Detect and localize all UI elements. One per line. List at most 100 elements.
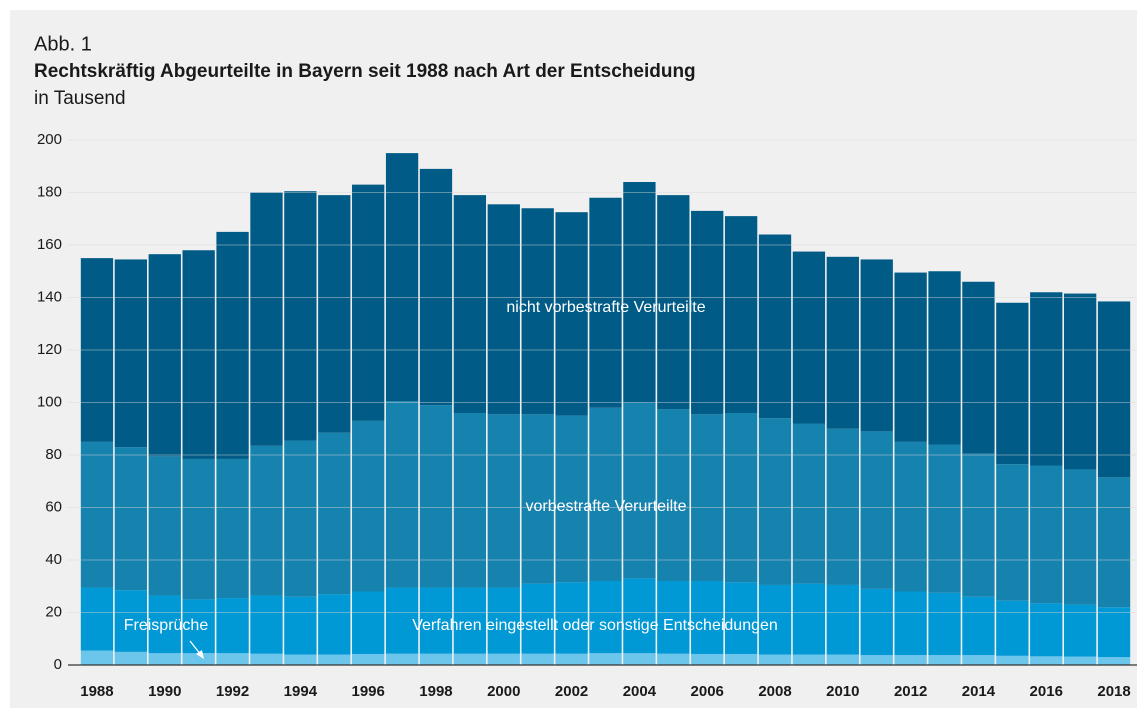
bar-segment [385,401,419,588]
y-tick-label: 160 [37,236,62,253]
bar-segment [521,414,554,584]
bar-segment [758,234,792,419]
bar-segment [453,195,487,413]
bar-segment [962,281,995,454]
bar-segment [1063,293,1097,470]
bar-segment [860,431,893,589]
bar-segment [724,653,758,665]
y-tick-label: 200 [37,131,62,148]
bar-segment [1030,603,1063,657]
bar-segment [385,153,419,402]
bar-segment [216,598,249,654]
bar-segment [352,420,385,592]
bar-segment [623,182,656,403]
bar-segment [555,582,588,654]
x-tick-label: 1996 [351,683,384,700]
series-label: nicht vorbestrafte Verurteilte [506,299,705,316]
bar-segment [318,195,351,433]
bar-segment [318,594,351,655]
bar-segment [860,655,893,665]
bar-segment [352,653,385,665]
series-label: vorbestrafte Verurteilte [526,498,687,515]
bar-segment [80,441,114,588]
x-tick-label: 2004 [623,683,657,700]
chart-title: Rechtskräftig Abgeurteilte in Bayern sei… [34,61,696,82]
chart-kicker: Abb. 1 [34,33,92,55]
series-label: Freisprüche [124,617,209,634]
arrow-head [196,650,204,659]
bar-segment [284,191,317,441]
bar-segment [1097,301,1131,478]
bar-segment [352,591,385,654]
bar-segment [182,653,215,665]
bar-segment [284,596,317,655]
bar-segment [589,197,622,408]
bar-segment [555,212,588,416]
x-tick-label: 1998 [419,683,452,700]
bar-segment [182,599,215,654]
bar-segment [860,588,893,656]
bar-segment [928,271,961,445]
x-tick-label: 1990 [148,683,181,700]
x-tick-label: 2012 [894,683,927,700]
x-tick-label: 2014 [962,683,996,700]
chart-subtitle: in Tausend [34,88,126,109]
bar-segment [623,578,656,654]
bar-segment [419,653,453,665]
bar-segment [962,453,995,597]
bar-segment [724,582,758,654]
bar-segment [250,595,283,654]
bar-segment [792,423,826,584]
bar-segment [284,440,317,597]
x-tick-label: 2018 [1097,683,1130,700]
bar-segment [894,591,927,656]
bar-segment [894,441,927,592]
bar-segment [182,458,215,600]
x-tick-label: 1988 [80,683,113,700]
y-tick-label: 80 [45,446,62,463]
bar-segment [487,587,520,654]
bar-segment [487,204,520,415]
bar-segment [216,653,249,665]
bar-segment [318,432,351,595]
bar-segment [1030,292,1063,466]
bar-segment [521,583,554,654]
bar-segment [487,653,520,665]
x-tick-label: 1992 [216,683,249,700]
bar-segment [521,653,554,665]
bar-segment [589,581,622,654]
x-tick-label: 2002 [555,683,588,700]
bar-segment [758,584,792,655]
bar-segment [826,256,859,429]
bar-segment [996,302,1029,465]
bar-segment [792,654,826,665]
bar-segment [487,414,520,588]
y-tick-label: 140 [37,288,62,305]
bar-segment [758,418,792,585]
series-label: Verfahren eingestellt oder sonstige Ents… [412,617,778,634]
bar-segment [962,596,995,656]
bar-segment [148,456,181,596]
bar-segment [419,168,453,406]
x-tick-label: 2000 [487,683,520,700]
bar-segment [250,192,283,446]
bar-segment [453,653,487,665]
bar-segment [114,590,148,652]
bar-segment [826,654,859,665]
bar-segment [1097,657,1131,665]
y-tick-label: 0 [54,656,62,673]
bar-segment [419,587,453,654]
bar-segment [1063,656,1097,665]
bar-segment [826,584,859,655]
bar-segment [996,655,1029,665]
bar-segment [691,581,724,654]
bar-segment [657,581,690,654]
bar-segment [826,428,859,585]
bar-segment [385,653,419,665]
bar-segment [385,587,419,654]
bar-segment [691,653,724,665]
bar-segment [80,650,114,665]
bar-segment [419,405,453,588]
y-tick-label: 40 [45,551,62,568]
